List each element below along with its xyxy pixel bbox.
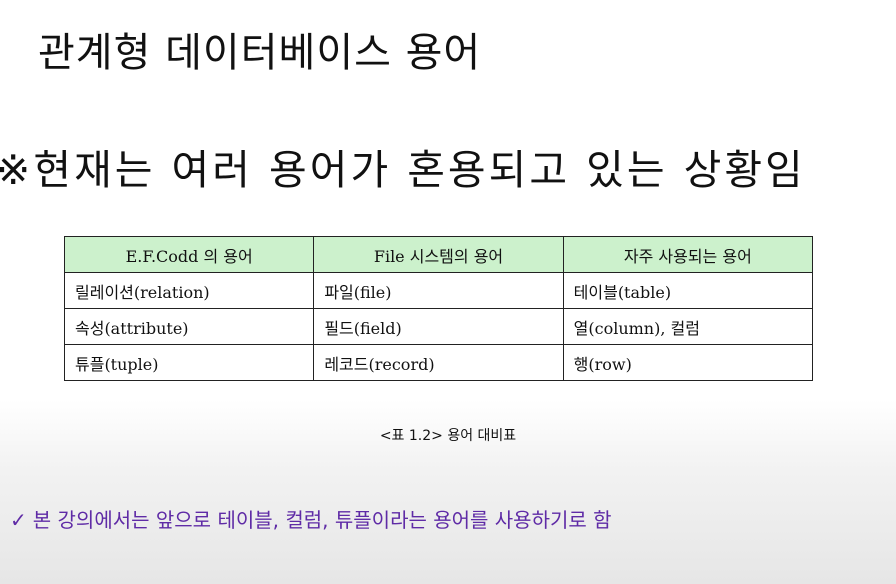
conclusion-text: 본 강의에서는 앞으로 테이블, 컬럼, 튜플이라는 용어를 사용하기로 함	[32, 508, 612, 532]
header-codd-terms: E.F.Codd 의 용어	[63, 236, 315, 273]
table-row: 릴레이션(relation) 파일(file) 테이블(table)	[63, 272, 814, 309]
term-comparison-table: E.F.Codd 의 용어 File 시스템의 용어 자주 사용되는 용어 릴레…	[63, 236, 814, 381]
table-cell: 튜플(tuple)	[63, 344, 315, 381]
table-cell: 속성(attribute)	[63, 308, 315, 345]
table-body: 릴레이션(relation) 파일(file) 테이블(table) 속성(at…	[63, 272, 814, 381]
slide-title: 관계형 데이터베이스 용어	[38, 30, 482, 76]
table-cell: 필드(field)	[313, 308, 564, 345]
conclusion-note: ✓ 본 강의에서는 앞으로 테이블, 컬럼, 튜플이라는 용어를 사용하기로 함	[10, 504, 612, 533]
table-cell: 열(column), 컬럼	[562, 308, 814, 345]
header-common-terms: 자주 사용되는 용어	[562, 236, 814, 273]
table-header-row: E.F.Codd 의 용어 File 시스템의 용어 자주 사용되는 용어	[63, 236, 814, 273]
header-file-system-terms: File 시스템의 용어	[313, 236, 564, 273]
table-header: E.F.Codd 의 용어 File 시스템의 용어 자주 사용되는 용어	[63, 236, 814, 273]
table-row: 튜플(tuple) 레코드(record) 행(row)	[63, 344, 814, 381]
table-cell: 행(row)	[562, 344, 814, 381]
table-cell: 파일(file)	[313, 272, 564, 309]
table-cell: 레코드(record)	[313, 344, 564, 381]
table-caption: <표 1.2> 용어 대비표	[379, 428, 517, 444]
note-text: ※현재는 여러 용어가 혼용되고 있는 상황임	[0, 146, 806, 194]
check-icon: ✓	[10, 508, 27, 532]
table-row: 속성(attribute) 필드(field) 열(column), 컬럼	[63, 308, 814, 345]
table-cell: 릴레이션(relation)	[63, 272, 315, 309]
table-cell: 테이블(table)	[562, 272, 814, 309]
